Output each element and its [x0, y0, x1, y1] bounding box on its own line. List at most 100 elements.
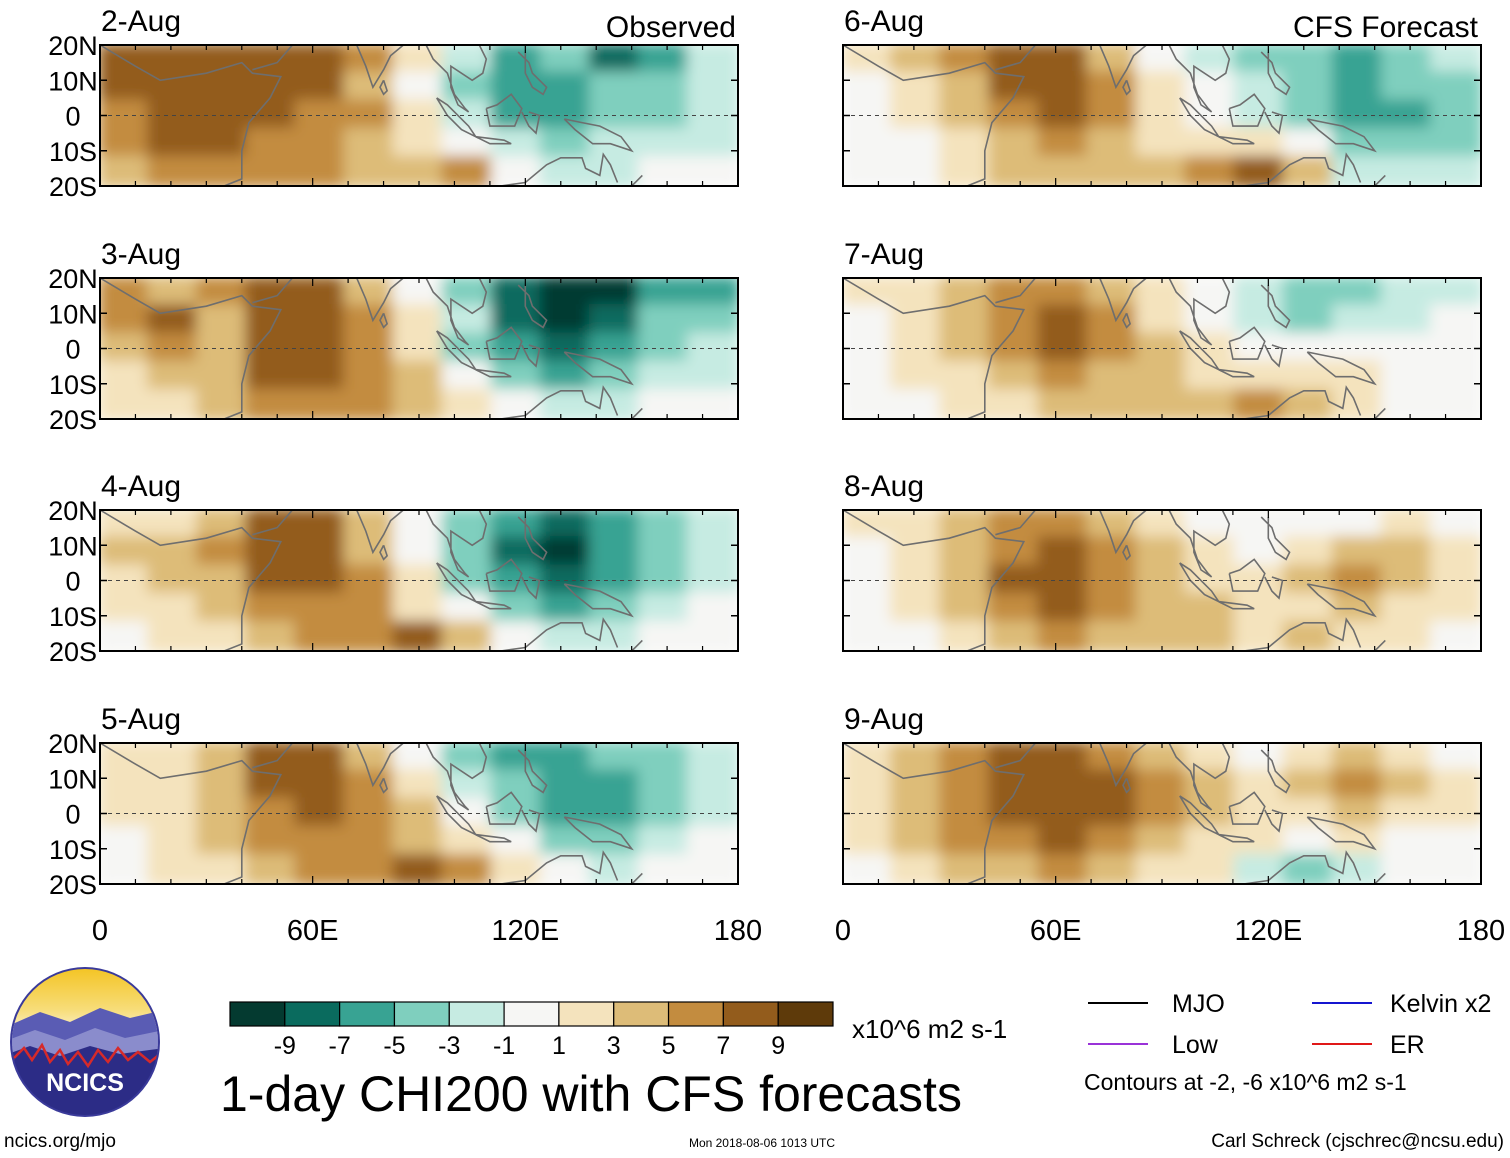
footer-timestamp: Mon 2018-08-06 1013 UTC [689, 1136, 835, 1150]
coastline [252, 510, 294, 536]
field-cell [147, 45, 201, 76]
field-cell [441, 388, 495, 419]
field-cell [245, 592, 299, 625]
lon-label: 0 [92, 915, 108, 947]
field-cell [343, 853, 397, 884]
field-cell [147, 360, 201, 393]
field-cell [147, 304, 201, 337]
field-cell [196, 71, 250, 104]
field-cell [245, 71, 299, 104]
field-cell [343, 155, 397, 186]
field-cell [1429, 510, 1481, 541]
lon-label: 180 [714, 915, 762, 947]
field-cell [1037, 360, 1091, 393]
field-cell [539, 620, 593, 651]
field-cell [392, 620, 446, 651]
field-cell [588, 155, 642, 186]
colorbar-tick-label: 3 [607, 1032, 621, 1060]
coastline [631, 872, 643, 884]
lat-label: 20S [49, 637, 97, 667]
field-cell [637, 769, 691, 802]
coastline [425, 45, 488, 113]
field-cell [539, 388, 593, 419]
panel-date-label: 9-Aug [844, 703, 924, 736]
field-cell [988, 853, 1042, 884]
coastline [425, 278, 488, 346]
field-cell [196, 278, 250, 309]
chi200-field [100, 510, 738, 651]
coastline [1055, 743, 1148, 788]
field-cell [686, 743, 738, 774]
field-cell [890, 769, 944, 802]
coastline [521, 344, 541, 368]
field-cell [890, 510, 944, 541]
field-cell [294, 853, 348, 884]
field-cell [843, 592, 895, 625]
lat-label: 20N [48, 264, 98, 294]
field-cell [441, 304, 495, 337]
field-cell [988, 769, 1042, 802]
coastline [1243, 152, 1362, 186]
field-cell [1233, 388, 1287, 419]
field-cell [1282, 853, 1336, 884]
field-cell [1135, 388, 1189, 419]
colorbar-swatch [613, 1001, 670, 1027]
field-cell [245, 304, 299, 337]
field-cell [1086, 99, 1140, 132]
coastline [1218, 600, 1255, 610]
coastline [521, 809, 541, 833]
coastline [995, 510, 1037, 536]
coastline [1122, 79, 1132, 96]
field-cell [294, 592, 348, 625]
field-cell [588, 278, 642, 309]
field-cell [490, 620, 544, 651]
field-cell [1037, 769, 1091, 802]
lat-label: 20N [48, 729, 98, 759]
coastline [631, 639, 643, 651]
coastline [1122, 544, 1132, 561]
field-cell [988, 743, 1042, 774]
field-cell [196, 360, 250, 393]
field-cell [245, 45, 299, 76]
field-cell [539, 278, 593, 309]
colorbar-swatch [722, 1001, 779, 1027]
main-title: 1-day CHI200 with CFS forecasts [220, 1066, 962, 1122]
field-cell [1331, 278, 1385, 309]
field-cell [1086, 360, 1140, 393]
field-cell [1380, 743, 1434, 774]
field-cell [637, 388, 691, 419]
field-cell [1380, 853, 1434, 884]
panel-date-label: 4-Aug [101, 470, 181, 503]
coastline [843, 743, 1026, 884]
field-cell [196, 304, 250, 337]
field-cell [939, 71, 993, 104]
coastline [563, 583, 634, 618]
legend-label-low: Low [1172, 1031, 1219, 1059]
field-cell [686, 853, 738, 884]
coastline [563, 816, 634, 851]
field-cell [890, 620, 944, 651]
coastline [1264, 344, 1284, 368]
coastline [1374, 639, 1386, 651]
field-cell [392, 743, 446, 774]
logo-text: NCICS [46, 1069, 124, 1097]
lat-label: 0 [65, 567, 80, 597]
field-cell [539, 127, 593, 160]
coastline [1374, 407, 1386, 419]
field-cell [939, 825, 993, 858]
field-cell [539, 510, 593, 541]
coastline [379, 79, 389, 96]
coastline [517, 516, 548, 561]
field-cell [245, 743, 299, 774]
field-cell [245, 769, 299, 802]
panel-date-label: 2-Aug [101, 5, 181, 38]
coastline [312, 278, 405, 323]
field-cell [1233, 45, 1287, 76]
coastline [500, 850, 619, 884]
lat-label: 10S [49, 602, 97, 632]
coastline [1055, 510, 1148, 555]
field-cell [100, 853, 152, 884]
field-cell [539, 853, 593, 884]
colorbar-tick-label: -5 [383, 1032, 405, 1060]
